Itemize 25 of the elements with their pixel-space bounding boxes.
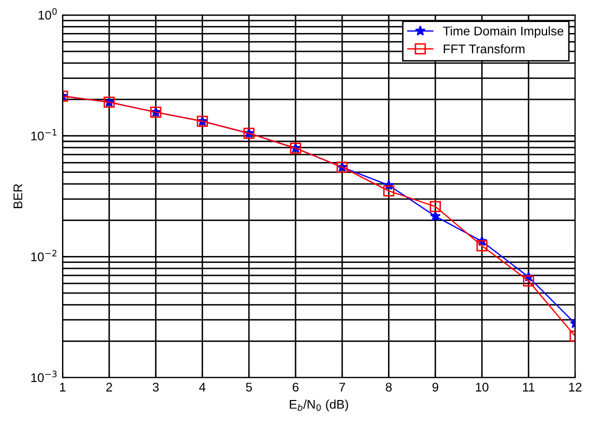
point — [476, 240, 488, 252]
x-tick-label: 12 — [569, 382, 582, 392]
y-axis-title: BER — [14, 184, 22, 208]
x-tick-label: 10 — [476, 382, 488, 392]
y-tick-label: 10$^{−2}$ — [31, 250, 56, 262]
x-tick-label: 7 — [339, 382, 346, 392]
legend-label: FFT Transform — [444, 44, 524, 54]
x-tick-label: 5 — [246, 382, 252, 392]
x-axis-title: E$_{b}$/N$_{0}$ (dB) — [290, 400, 348, 412]
legend-label: Time Domain Impulse — [443, 26, 564, 38]
point — [522, 275, 534, 286]
y-tick-label: 10$^{0}$ — [38, 8, 57, 20]
x-tick-label: 8 — [386, 382, 392, 392]
y-tick-label: 10$^{−3}$ — [31, 370, 57, 382]
point — [430, 200, 441, 212]
x-tick-label: 11 — [523, 382, 534, 392]
x-tick-label: 3 — [152, 382, 159, 392]
x-tick-label: 4 — [199, 382, 206, 392]
x-tick-label: 2 — [106, 382, 112, 392]
x-tick-label: 6 — [292, 382, 298, 392]
y-tick-label: 10$^{−1}$ — [31, 129, 56, 140]
x-tick-label: 1 — [60, 382, 66, 392]
point — [383, 185, 394, 196]
x-tick-label: 9 — [432, 382, 438, 392]
point — [430, 210, 441, 221]
